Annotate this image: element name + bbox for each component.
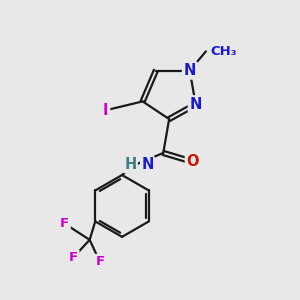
Text: F: F [60, 217, 69, 230]
Text: N: N [184, 63, 196, 78]
Text: H: H [124, 157, 137, 172]
Text: CH₃: CH₃ [210, 45, 237, 58]
Text: F: F [95, 255, 104, 268]
Text: F: F [69, 251, 78, 264]
Text: I: I [103, 103, 109, 118]
Text: N: N [190, 97, 202, 112]
Text: N: N [141, 157, 154, 172]
Text: O: O [186, 154, 199, 169]
